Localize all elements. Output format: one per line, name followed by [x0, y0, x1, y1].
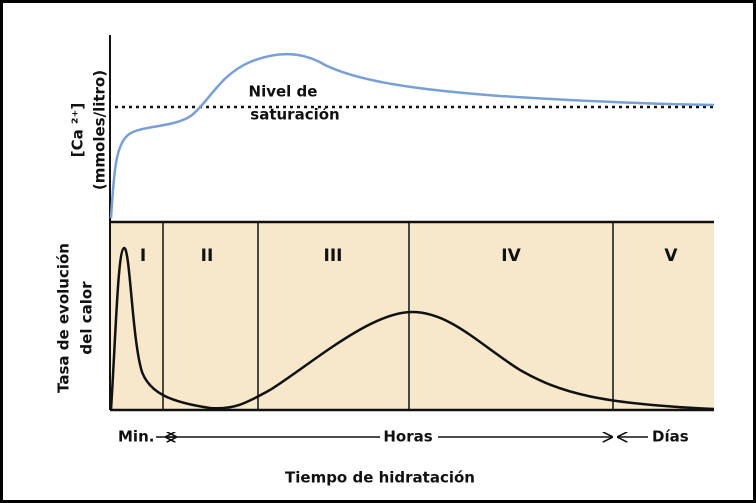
heat-curve [109, 246, 715, 411]
saturation-label: Nivel de [249, 83, 318, 101]
saturation-label: saturación [250, 106, 339, 124]
y-label: Tasa de evolución [55, 243, 73, 393]
stage-label: III [324, 246, 343, 266]
y-label: [Ca ²⁺] [69, 103, 87, 158]
time-label: Días [652, 428, 689, 446]
stage-dividers [162, 222, 614, 410]
time-label: Horas [383, 428, 432, 446]
calcium-curve [109, 52, 715, 219]
stage-label: II [201, 246, 214, 266]
y-label: del calor [78, 281, 96, 355]
y-label: (mmoles/litro) [91, 70, 109, 190]
time-label: Min. [118, 428, 154, 446]
stage-label: I [140, 246, 146, 266]
x-title: Tiempo de hidratación [285, 469, 475, 487]
stage-label: V [664, 246, 678, 266]
stage-label: IV [501, 246, 521, 266]
